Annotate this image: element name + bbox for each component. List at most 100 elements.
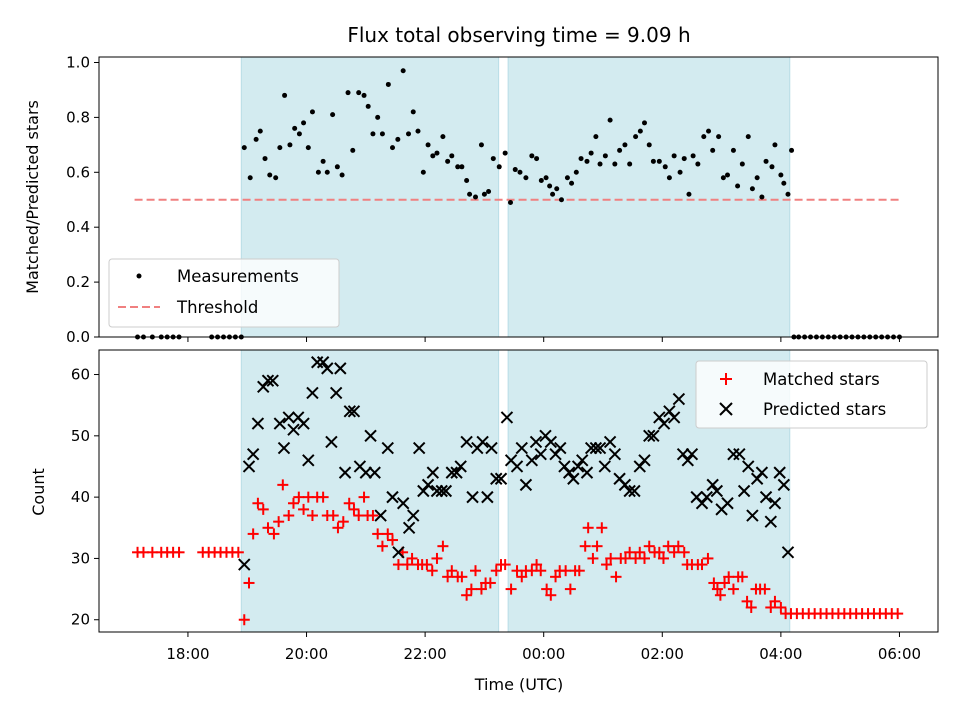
predicted-star-point — [733, 448, 746, 461]
measurement-point — [406, 131, 412, 137]
matched-star-point — [745, 601, 757, 613]
predicted-star-point — [643, 429, 656, 443]
predicted-star-point — [510, 460, 524, 473]
measurement-point — [656, 158, 662, 164]
top-y-tick-label: 0.6 — [66, 163, 90, 181]
predicted-star-point — [742, 460, 755, 473]
measurement-point — [486, 189, 492, 195]
legend-measurements-marker — [136, 273, 142, 279]
measurement-point — [749, 186, 755, 192]
predicted-star-point — [623, 484, 636, 498]
measurement-point — [710, 147, 716, 153]
matched-star-point — [283, 510, 295, 522]
predicted-star-point — [454, 460, 467, 473]
measurement-point — [701, 134, 707, 140]
matched-star-point — [306, 510, 318, 522]
matched-star-point — [465, 583, 477, 595]
predicted-star-point — [426, 466, 440, 479]
predicted-star-point — [430, 484, 444, 498]
predicted-star-point — [329, 386, 343, 400]
predicted-star-point — [364, 429, 377, 443]
measurement-point — [759, 194, 765, 200]
predicted-star-point — [567, 472, 580, 485]
matched-star-point — [545, 589, 557, 601]
predicted-star-point — [407, 509, 420, 522]
measurement-point — [564, 175, 570, 181]
bottom-y-tick-label: 50 — [71, 427, 90, 445]
matched-star-point — [348, 503, 360, 515]
measurement-point — [778, 172, 784, 178]
top-y-tick-label: 1.0 — [66, 53, 90, 71]
matched-star-point — [343, 497, 355, 509]
predicted-star-point — [759, 490, 773, 504]
predicted-star-point — [392, 546, 405, 559]
measurement-point — [529, 153, 535, 159]
measurement-point — [241, 145, 247, 151]
predicted-star-point — [386, 490, 399, 504]
matched-star-point — [769, 595, 781, 607]
measurement-point — [334, 164, 340, 170]
predicted-star-point — [251, 417, 265, 430]
measurement-point — [671, 153, 677, 159]
bottom-legend-box — [695, 360, 928, 429]
predicted-star-point — [321, 362, 334, 375]
matched-star-point — [382, 528, 394, 540]
matched-star-point — [668, 546, 680, 558]
matched-star-point — [484, 577, 496, 589]
measurement-point — [569, 180, 575, 186]
matched-star-point — [759, 583, 771, 595]
measurement-point — [301, 120, 307, 126]
predicted-star-point — [238, 558, 251, 571]
predicted-star-point — [781, 546, 795, 559]
measurement-point — [662, 164, 668, 170]
matched-star-point — [560, 565, 572, 577]
predicted-star-point — [710, 484, 724, 498]
predicted-star-point — [755, 466, 769, 479]
matched-star-point — [582, 522, 594, 534]
predicted-star-point — [287, 423, 300, 436]
measurement-point — [365, 103, 371, 109]
matched-star-point — [711, 583, 723, 595]
matched-star-point — [736, 571, 748, 583]
matched-star-point — [564, 583, 576, 595]
matched-star-point — [499, 559, 511, 571]
measurement-point — [345, 90, 351, 96]
predicted-star-point — [460, 435, 473, 449]
measurement-point — [627, 161, 633, 167]
matched-star-point — [421, 559, 433, 571]
predicted-star-point — [721, 497, 734, 510]
top-y-tick-label: 0.0 — [66, 328, 90, 346]
predicted-star-point — [297, 417, 310, 430]
predicted-star-point — [476, 435, 489, 449]
matched-star-point — [605, 552, 617, 564]
predicted-star-point — [481, 490, 494, 504]
legend-predicted-marker — [719, 402, 733, 416]
legend-matched-marker — [720, 373, 732, 385]
x-tick-label: 06:00 — [878, 645, 921, 663]
matched-star-point — [653, 546, 665, 558]
matched-star-point — [535, 565, 547, 577]
matched-star-point — [643, 540, 655, 552]
measurement-point — [578, 156, 584, 162]
predicted-star-point — [685, 448, 699, 461]
measurement-point — [681, 156, 687, 162]
measurement-point — [725, 172, 731, 178]
predicted-star-point — [338, 466, 352, 479]
predicted-star-point — [571, 460, 585, 473]
x-tick-label: 18:00 — [166, 645, 209, 663]
matched-star-point — [638, 552, 650, 564]
measurement-point — [464, 178, 470, 184]
measurement-point — [745, 134, 751, 140]
measurement-point — [512, 167, 518, 173]
measurement-point — [395, 136, 401, 142]
measurement-point — [720, 175, 726, 181]
legend-predicted-label: Predicted stars — [763, 400, 886, 419]
predicted-star-point — [381, 441, 394, 455]
measurement-point — [262, 156, 268, 162]
predicted-star-point — [396, 497, 410, 510]
matched-star-point — [243, 577, 255, 589]
measurement-point — [324, 169, 330, 175]
x-tick-label: 02:00 — [641, 645, 684, 663]
matched-star-point — [238, 614, 250, 626]
measurement-point — [420, 169, 426, 175]
